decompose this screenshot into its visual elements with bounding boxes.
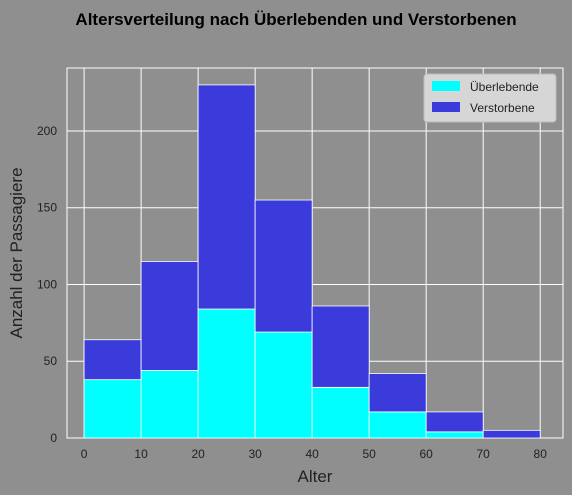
legend-swatch-survivors [432, 81, 460, 91]
bar-survivors [254, 331, 313, 439]
y-tick-label: 50 [44, 354, 58, 368]
bar-survivors [197, 308, 256, 439]
y-tick-label: 100 [37, 277, 57, 291]
legend-swatch-deceased [432, 102, 460, 112]
x-tick-label: 70 [477, 447, 491, 461]
y-tick-label: 200 [37, 124, 57, 138]
x-tick-labels: 0 10 20 30 40 50 60 70 80 [81, 447, 547, 461]
bar-survivors [311, 386, 370, 439]
x-tick-label: 10 [134, 447, 148, 461]
y-tick-label: 150 [37, 201, 57, 215]
legend: Überlebende Verstorbene [423, 73, 557, 123]
bar-deceased [425, 411, 484, 433]
y-axis-label: Anzahl der Passagiere [7, 167, 26, 338]
bar-deceased [197, 84, 256, 310]
x-tick-label: 20 [191, 447, 205, 461]
chart-title: Altersverteilung nach Überlebenden und V… [75, 10, 517, 29]
x-tick-label: 60 [419, 447, 433, 461]
x-tick-label: 50 [362, 447, 376, 461]
y-tick-labels: 0 50 100 150 200 [37, 124, 57, 445]
bar-deceased [482, 429, 541, 439]
bar-deceased [368, 373, 427, 413]
legend-label-deceased: Verstorbene [470, 101, 535, 115]
bar-deceased [140, 261, 199, 371]
y-tick-label: 0 [50, 431, 57, 445]
bar-survivors [140, 370, 199, 439]
bar-deceased [254, 199, 313, 333]
bar-survivors [83, 379, 142, 439]
x-tick-label: 0 [81, 447, 88, 461]
bar-survivors [368, 411, 427, 439]
x-axis-label: Alter [298, 467, 333, 486]
x-tick-label: 40 [305, 447, 319, 461]
bar-deceased [311, 305, 370, 388]
bar-deceased [83, 339, 142, 381]
x-tick-label: 80 [534, 447, 548, 461]
bars-group [83, 84, 541, 439]
legend-label-survivors: Überlebende [470, 80, 539, 94]
bar-survivors [425, 431, 484, 439]
x-tick-label: 30 [248, 447, 262, 461]
